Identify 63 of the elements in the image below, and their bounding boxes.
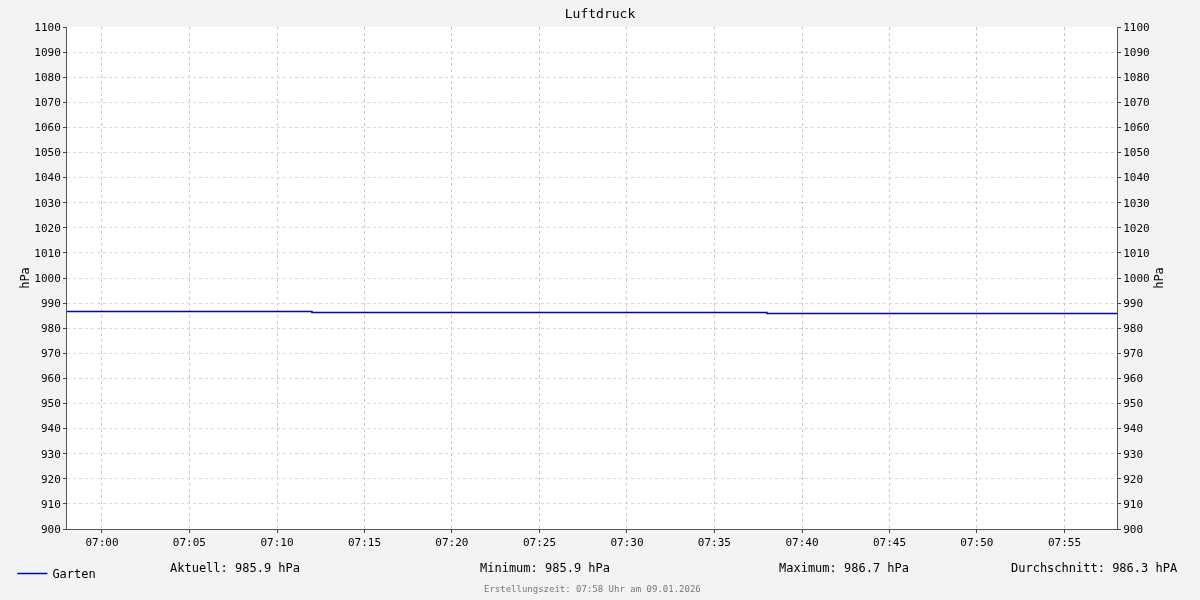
y-tick-label: 960 — [40, 372, 61, 386]
y-tick-label: 980 — [40, 322, 61, 336]
y2-tick-label: 1100 — [1123, 20, 1150, 34]
y2-tick-label: 900 — [1123, 522, 1144, 536]
y-tick-label: 1060 — [34, 121, 61, 135]
y-tick-label: 900 — [40, 522, 61, 536]
y2-tick-label: 980 — [1123, 322, 1144, 336]
y-tick-label: 1010 — [34, 246, 61, 260]
y2-tick-label: 990 — [1123, 296, 1144, 310]
y2-tick-label: 1090 — [1123, 45, 1150, 59]
y2-tick-label: 1010 — [1123, 246, 1150, 260]
x-tick-label: 07:20 — [435, 536, 469, 550]
y2-tick-label: 1080 — [1123, 71, 1150, 85]
y-axis-title: hPa — [18, 267, 33, 289]
y2-tick-label: 930 — [1123, 447, 1144, 461]
x-tick-label: 07:30 — [610, 536, 644, 550]
y-tick-label: 940 — [40, 422, 61, 436]
y-tick-label: 1100 — [34, 20, 61, 34]
y-tick-label: 950 — [40, 397, 61, 411]
y-tick-label: 920 — [40, 472, 61, 486]
x-tick-label: 07:05 — [172, 536, 206, 550]
y2-tick-label: 1060 — [1123, 121, 1150, 135]
x-tick-label: 07:10 — [260, 536, 294, 550]
y-tick-label: 1070 — [34, 96, 61, 110]
y2-tick-label: 1050 — [1123, 146, 1150, 160]
y2-tick-label: 1040 — [1123, 171, 1150, 185]
y2-tick-label: 940 — [1123, 422, 1144, 436]
x-tick-label: 07:25 — [522, 536, 557, 550]
y-tick-label: 1040 — [34, 171, 61, 185]
x-tick-label: 07:45 — [872, 536, 907, 550]
y-tick-label: 1090 — [34, 45, 61, 59]
y-tick-label: 1020 — [34, 221, 61, 235]
y-tick-label: 1000 — [34, 271, 61, 285]
text: Durchschnitt: 986.3 hPA — [1011, 561, 1178, 575]
x-tick-label: 07:50 — [960, 536, 994, 550]
chart-title: Luftdruck — [564, 6, 636, 22]
x-tick-label: 07:40 — [785, 536, 819, 550]
y-tick-label: 990 — [40, 296, 61, 310]
text: Erstellungszeit: 07:58 Uhr am 09.01.2026 — [484, 584, 701, 594]
legend-label: Garten — [52, 567, 96, 582]
y2-tick-label: 950 — [1123, 397, 1144, 411]
y2-tick-label: 970 — [1123, 347, 1144, 361]
text: Aktuell: 985.9 hPa — [170, 561, 301, 575]
y2-tick-label: 1020 — [1123, 221, 1150, 235]
text: Maximum: 986.7 hPa — [779, 561, 910, 575]
y2-tick-label: 1030 — [1123, 196, 1150, 210]
y-tick-label: 1080 — [34, 71, 61, 85]
text: Minimum: 985.9 hPa — [480, 561, 611, 575]
y-tick-label: 910 — [40, 497, 61, 511]
y2-axis-title: hPa — [1151, 267, 1166, 289]
y2-tick-label: 1000 — [1123, 271, 1150, 285]
y-tick-label: 1030 — [34, 196, 61, 210]
y2-tick-label: 960 — [1123, 372, 1144, 386]
y-tick-label: 930 — [40, 447, 61, 461]
y2-tick-label: 1070 — [1123, 96, 1150, 110]
x-tick-label: 07:55 — [1047, 536, 1082, 550]
y2-tick-label: 920 — [1123, 472, 1144, 486]
y-tick-label: 1050 — [34, 146, 61, 160]
x-tick-label: 07:00 — [85, 536, 119, 550]
y-tick-label: 970 — [40, 347, 61, 361]
x-tick-label: 07:35 — [697, 536, 731, 550]
x-tick-label: 07:15 — [347, 536, 382, 550]
y2-tick-label: 910 — [1123, 497, 1144, 511]
